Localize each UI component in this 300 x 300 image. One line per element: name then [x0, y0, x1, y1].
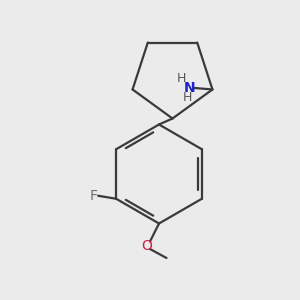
Text: H: H — [182, 92, 192, 104]
Text: O: O — [142, 239, 152, 253]
Text: H: H — [177, 73, 187, 85]
Text: N: N — [184, 81, 196, 95]
Text: F: F — [90, 189, 98, 203]
